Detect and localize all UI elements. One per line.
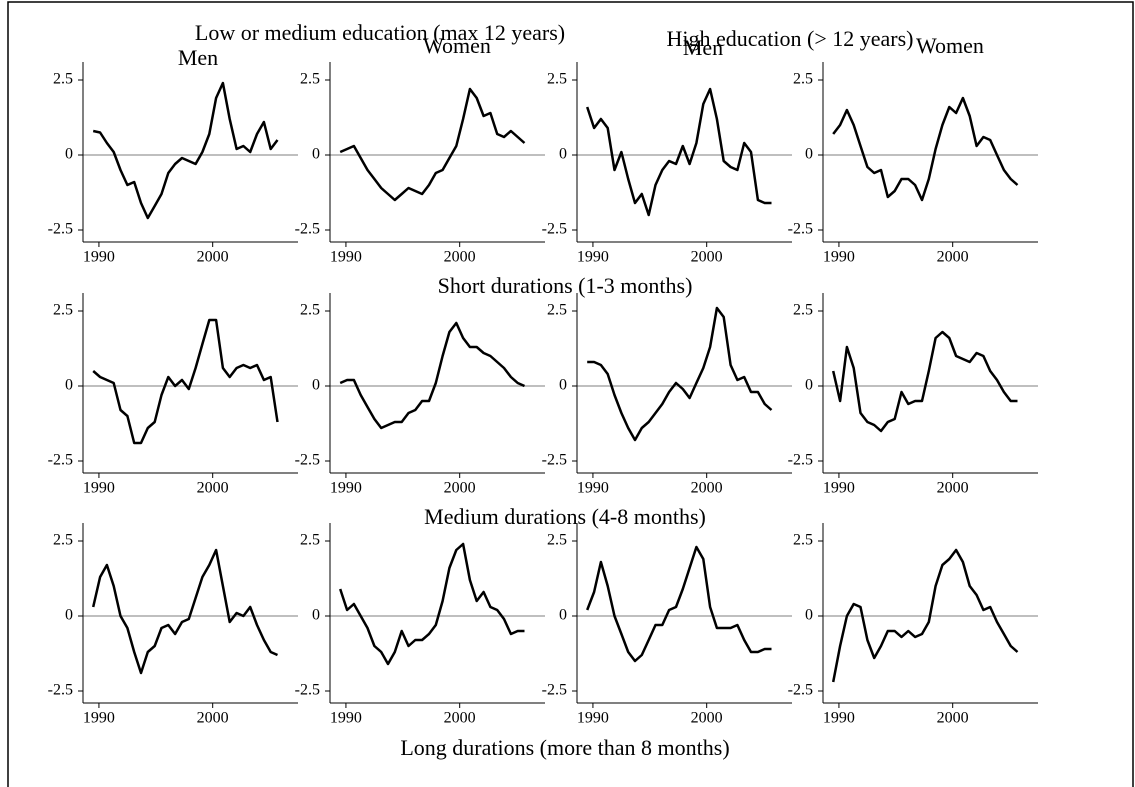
y-tick-label: -2.5 xyxy=(788,682,813,699)
y-tick-label: 0 xyxy=(805,607,813,624)
y-tick-label: -2.5 xyxy=(48,221,73,238)
x-tick-label: 2000 xyxy=(937,249,969,266)
y-tick-label: 2.5 xyxy=(53,532,73,549)
column-heading: Women xyxy=(916,33,984,58)
y-tick-label: 0 xyxy=(559,607,567,624)
y-tick-label: 0 xyxy=(312,146,320,163)
x-tick-label: 1990 xyxy=(330,249,362,266)
group-heading: Low or medium education (max 12 years) xyxy=(195,20,565,45)
y-tick-label: 0 xyxy=(312,607,320,624)
y-tick-label: 2.5 xyxy=(300,302,320,319)
y-tick-label: -2.5 xyxy=(295,452,320,469)
y-tick-label: 2.5 xyxy=(547,302,567,319)
y-tick-label: 0 xyxy=(559,377,567,394)
x-tick-label: 2000 xyxy=(937,710,969,727)
data-line xyxy=(92,318,279,445)
row-heading: Medium durations (4-8 months) xyxy=(424,504,706,529)
row-heading: Long durations (more than 8 months) xyxy=(400,735,729,760)
column-heading: Men xyxy=(178,45,218,70)
data-line xyxy=(831,330,1018,433)
x-tick-label: 1990 xyxy=(83,480,115,497)
data-line xyxy=(586,545,772,663)
y-tick-label: 0 xyxy=(805,146,813,163)
frame xyxy=(7,1,1134,787)
y-tick-label: -2.5 xyxy=(48,682,73,699)
y-tick-label: -2.5 xyxy=(542,221,567,238)
y-tick-label: 2.5 xyxy=(547,71,567,88)
y-tick-label: 0 xyxy=(559,146,567,163)
y-tick-label: 2.5 xyxy=(53,71,73,88)
x-tick-label: 2000 xyxy=(691,710,723,727)
y-tick-label: -2.5 xyxy=(788,221,813,238)
x-tick-label: 1990 xyxy=(83,249,115,266)
y-tick-label: 2.5 xyxy=(53,302,73,319)
y-tick-label: 2.5 xyxy=(300,71,320,88)
x-tick-label: 2000 xyxy=(197,480,229,497)
data-line xyxy=(586,87,772,217)
column-heading: Men xyxy=(683,35,723,60)
y-tick-label: 2.5 xyxy=(547,532,567,549)
y-tick-label: 0 xyxy=(65,146,73,163)
y-tick-label: -2.5 xyxy=(295,682,320,699)
y-tick-label: 2.5 xyxy=(793,71,813,88)
y-tick-label: -2.5 xyxy=(48,452,73,469)
x-tick-label: 2000 xyxy=(937,480,969,497)
data-line xyxy=(587,306,773,442)
x-tick-label: 1990 xyxy=(823,480,855,497)
group-heading: High education (> 12 years) xyxy=(667,26,914,51)
y-tick-label: 2.5 xyxy=(300,532,320,549)
y-tick-label: -2.5 xyxy=(295,221,320,238)
data-line xyxy=(339,321,526,430)
data-line xyxy=(832,96,1019,202)
column-heading: Women xyxy=(423,33,491,58)
x-tick-label: 1990 xyxy=(330,480,362,497)
x-tick-label: 1990 xyxy=(83,710,115,727)
x-tick-label: 2000 xyxy=(691,480,723,497)
y-tick-label: 0 xyxy=(312,377,320,394)
x-tick-label: 1990 xyxy=(577,710,609,727)
y-tick-label: 0 xyxy=(805,377,813,394)
data-line xyxy=(339,87,526,202)
row-heading: Short durations (1-3 months) xyxy=(438,273,693,298)
data-line xyxy=(339,542,525,666)
x-tick-label: 1990 xyxy=(577,249,609,266)
x-tick-label: 2000 xyxy=(444,710,476,727)
x-tick-label: 2000 xyxy=(691,249,723,266)
y-tick-label: -2.5 xyxy=(788,452,813,469)
x-tick-label: 1990 xyxy=(823,249,855,266)
data-line xyxy=(91,548,279,675)
y-tick-label: 2.5 xyxy=(793,302,813,319)
x-tick-label: 1990 xyxy=(823,710,855,727)
y-tick-label: 2.5 xyxy=(793,532,813,549)
x-tick-label: 2000 xyxy=(197,249,229,266)
y-tick-label: -2.5 xyxy=(542,452,567,469)
y-tick-label: 0 xyxy=(65,607,73,624)
x-tick-label: 2000 xyxy=(444,249,476,266)
x-tick-label: 1990 xyxy=(330,710,362,727)
x-tick-label: 2000 xyxy=(197,710,229,727)
x-tick-label: 2000 xyxy=(444,480,476,497)
y-tick-label: -2.5 xyxy=(542,682,567,699)
data-line xyxy=(92,81,279,220)
data-line xyxy=(831,548,1019,683)
x-tick-label: 1990 xyxy=(577,480,609,497)
y-tick-label: 0 xyxy=(65,377,73,394)
